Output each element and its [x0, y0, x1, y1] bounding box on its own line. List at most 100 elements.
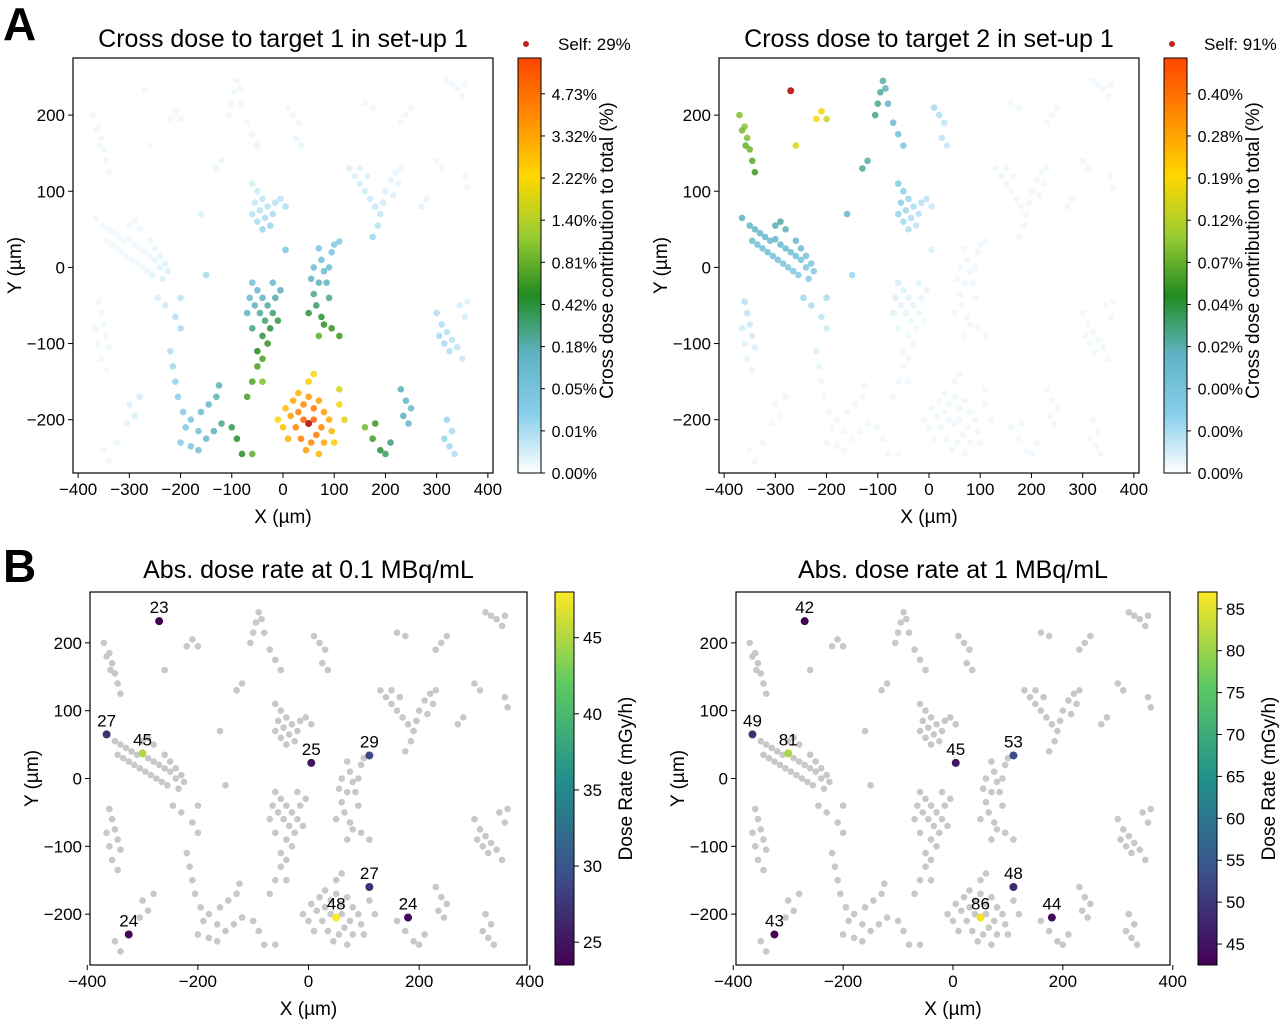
cell-point	[938, 788, 946, 796]
cell-point	[907, 317, 915, 325]
cell-point	[441, 435, 448, 443]
cell-point	[1133, 941, 1141, 948]
cell-point	[834, 636, 841, 643]
cell-point	[742, 142, 749, 149]
cell-point	[195, 427, 202, 435]
cell-point	[393, 917, 401, 925]
cell-point	[330, 937, 337, 945]
x-tick-label: −300	[756, 480, 794, 499]
cell-point	[859, 165, 866, 172]
cell-point	[961, 450, 969, 458]
target-value-label: 43	[765, 911, 784, 930]
cell-point	[935, 737, 943, 745]
cell-point	[248, 210, 256, 218]
cell-point	[423, 195, 430, 203]
cell-point	[956, 370, 964, 378]
cell-point	[202, 271, 210, 279]
cell-point	[277, 666, 285, 674]
cell-point	[1107, 81, 1115, 88]
cell-point	[144, 907, 152, 915]
cell-point	[484, 849, 492, 857]
cell-point	[377, 446, 384, 454]
colorbar-tick-label: 40	[583, 705, 602, 724]
cell-point	[941, 408, 948, 416]
cell-point	[837, 890, 844, 898]
cell-point	[968, 927, 976, 935]
cell-point	[1048, 397, 1056, 404]
cell-point	[958, 431, 966, 439]
cell-point	[833, 416, 841, 423]
cell-point	[790, 734, 797, 742]
cell-point	[905, 294, 912, 302]
cell-point	[946, 401, 953, 408]
cell-point	[424, 710, 431, 718]
dose-rate-1-plot: Abs. dose rate at 1 MBq/mL 42 49 81 45 53 48 86…	[668, 556, 1280, 1020]
x-tick-label: 0	[278, 480, 287, 499]
cell-point	[1045, 632, 1053, 640]
cell-point	[985, 809, 993, 816]
cell-point	[437, 639, 445, 647]
panel-label-a: A	[3, 0, 36, 50]
cell-point	[743, 309, 751, 317]
cell-point	[828, 424, 835, 431]
cell-point	[325, 416, 333, 423]
cell-point	[823, 115, 830, 123]
cell-point	[316, 893, 323, 901]
cell-point	[966, 904, 973, 911]
cell-point	[172, 313, 179, 321]
cell-point	[102, 157, 110, 165]
cell-point	[349, 931, 357, 938]
cell-point	[479, 843, 487, 850]
cell-point	[910, 302, 917, 309]
cell-point	[1059, 941, 1067, 948]
x-tick-label: −200	[824, 972, 862, 991]
cell-point	[993, 826, 1001, 833]
cell-point	[249, 917, 257, 925]
cell-point	[941, 802, 949, 809]
cell-point	[999, 910, 1006, 918]
cell-point	[912, 222, 920, 229]
cell-point	[218, 420, 225, 427]
cell-point	[360, 754, 368, 762]
cell-point	[809, 781, 817, 789]
cell-point	[874, 100, 882, 107]
cell-point	[320, 408, 328, 416]
cell-point	[1070, 690, 1078, 698]
cell-point	[766, 237, 774, 245]
cell-point	[757, 826, 765, 833]
cell-point	[213, 937, 221, 945]
cell-point	[741, 340, 748, 347]
cell-point	[493, 615, 500, 623]
cell-point	[1045, 927, 1053, 935]
cell-point	[839, 829, 847, 837]
cell-point	[923, 195, 930, 203]
cell-point	[195, 446, 202, 454]
cell-point	[982, 870, 990, 877]
cell-point	[839, 802, 847, 809]
cell-point	[802, 264, 810, 271]
cell-point	[421, 697, 428, 704]
cell-point	[759, 245, 766, 252]
cell-point	[316, 639, 323, 647]
cell-point	[946, 714, 954, 721]
cell-point	[941, 717, 949, 725]
x-tick-label: 100	[966, 480, 994, 499]
cell-point	[97, 355, 105, 363]
cell-point	[251, 199, 259, 206]
cell-point	[296, 802, 304, 809]
cell-point	[435, 332, 443, 340]
cell-point	[762, 741, 770, 748]
cell-point	[410, 937, 417, 945]
cell-point	[96, 142, 103, 149]
cell-point	[952, 900, 960, 908]
cell-points	[736, 77, 1117, 465]
cell-point	[264, 340, 271, 347]
cell-point	[834, 819, 841, 826]
cell-point	[213, 393, 220, 401]
cell-point	[100, 639, 108, 647]
cell-point	[1020, 222, 1028, 229]
cell-point	[382, 187, 389, 195]
cell-point	[1081, 639, 1089, 647]
cell-point	[312, 302, 320, 309]
cell-point	[177, 325, 184, 332]
